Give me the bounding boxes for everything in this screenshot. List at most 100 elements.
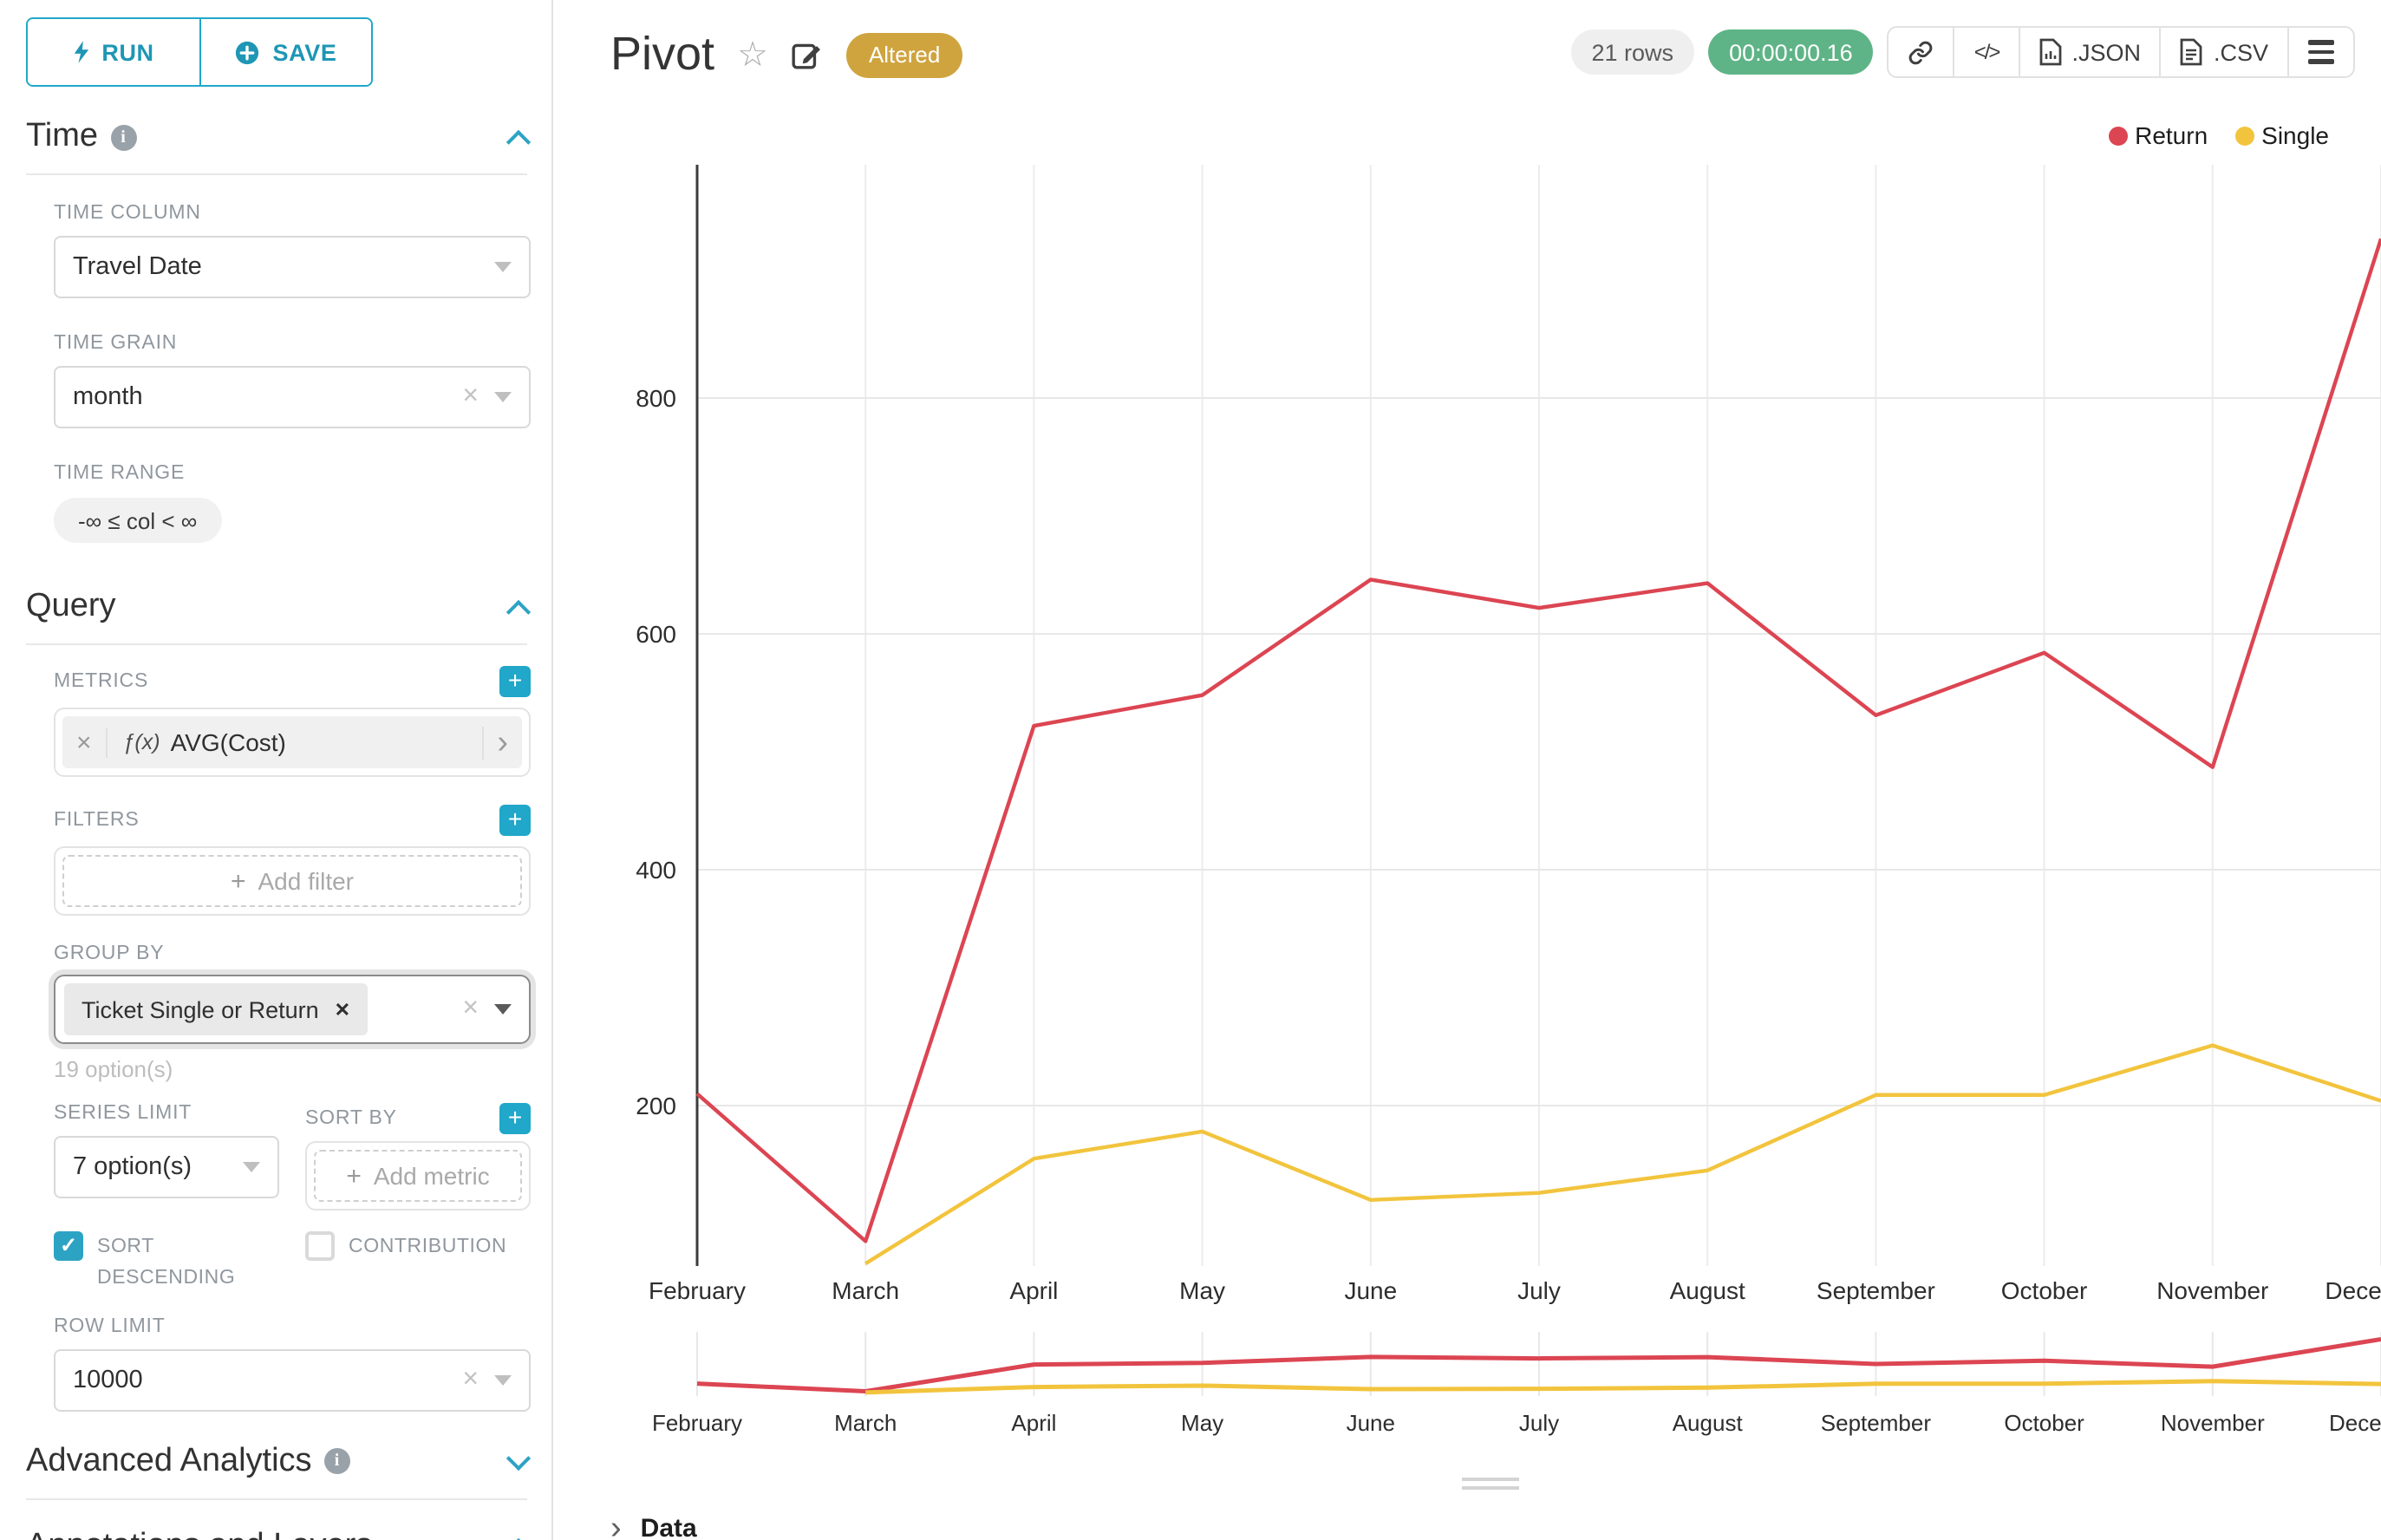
time-grain-value: month [73,383,143,411]
svg-text:April: April [1009,1277,1058,1304]
edit-icon[interactable] [791,38,824,71]
svg-text:October: October [2004,1410,2084,1436]
time-column-select[interactable]: Travel Date [54,236,531,298]
chevron-right-icon[interactable]: › [481,726,508,759]
sort-by-label: SORT BY [305,1108,397,1129]
svg-text:August: August [1670,1277,1745,1304]
add-metric-placeholder: Add metric [373,1162,490,1190]
query-section-header[interactable]: Query [26,581,532,633]
data-panel-toggle[interactable]: › Data [610,1512,697,1540]
result-toolbar: 21 rows 00:00:00.16 </> .JSON [1570,26,2355,78]
advanced-analytics-title: Advanced Analytics [26,1442,312,1479]
menu-icon [2308,40,2334,64]
svg-text:February: February [649,1277,746,1304]
filters-label: FILTERS [54,810,140,831]
add-filter-button[interactable]: + [499,805,531,836]
plus-icon: + [346,1161,362,1191]
remove-icon[interactable]: × [76,728,108,757]
export-json-button[interactable]: .JSON [2018,28,2160,76]
add-sort-metric-dropzone[interactable]: + Add metric [314,1150,522,1202]
control-sidebar: RUN SAVE Time i TIME COLUMN Travel Date … [0,0,553,1540]
svg-text:December: December [2329,1410,2381,1436]
svg-text:May: May [1181,1410,1223,1436]
export-csv-label: .CSV [2213,39,2268,65]
chart-legend: Return Single [2109,121,2329,149]
filters-box: + Add filter [54,846,531,916]
svg-text:March: March [834,1410,897,1436]
add-filter-dropzone[interactable]: + Add filter [62,855,522,907]
series-limit-select[interactable]: 7 option(s) [54,1136,279,1198]
copy-link-button[interactable] [1889,28,1954,76]
export-json-label: .JSON [2071,39,2141,65]
legend-item-single[interactable]: Single [2235,121,2329,149]
chevron-right-icon: › [610,1511,622,1540]
svg-text:October: October [2001,1277,2088,1304]
favorite-star-icon[interactable]: ☆ [737,36,768,74]
svg-text:December: December [2325,1277,2381,1304]
embed-code-button[interactable]: </> [1953,28,2019,76]
advanced-analytics-header[interactable]: Advanced Analytics i [26,1436,532,1488]
annotations-header[interactable]: Annotations and Layers [26,1521,532,1540]
unchecked-checkbox-icon [305,1231,335,1261]
time-section-header[interactable]: Time i [26,111,532,163]
metric-chip[interactable]: × ƒ(x) AVG(Cost) › [62,716,522,768]
svg-text:May: May [1179,1277,1225,1304]
time-range-pill[interactable]: -∞ ≤ col < ∞ [54,498,222,543]
add-metric-button[interactable]: + [499,666,531,697]
chart-title: Pivot [610,28,715,80]
add-sort-metric-button[interactable]: + [499,1103,531,1134]
row-limit-value: 10000 [73,1366,143,1394]
checked-checkbox-icon: ✓ [54,1231,83,1261]
bolt-icon [74,41,88,63]
group-by-chip-label: Ticket Single or Return [82,996,319,1022]
time-range-label: TIME RANGE [54,463,186,484]
contribution-label: CONTRIBUTION [349,1237,507,1257]
svg-text:November: November [2161,1410,2265,1436]
clear-icon[interactable]: × [462,382,479,411]
legend-item-return[interactable]: Return [2109,121,2208,149]
contribution-checkbox[interactable]: CONTRIBUTION [305,1231,531,1295]
export-csv-button[interactable]: .CSV [2159,28,2287,76]
sort-descending-label: SORT DESCENDING [97,1237,236,1289]
chevron-up-icon [506,598,532,624]
svg-text:July: July [1517,1277,1561,1304]
svg-text:March: March [832,1277,899,1304]
svg-text:April: April [1011,1410,1056,1436]
svg-text:June: June [1347,1410,1395,1436]
svg-text:600: 600 [636,621,676,648]
section-divider [26,1498,527,1500]
metrics-label: METRICS [54,671,149,692]
svg-text:February: February [652,1410,742,1436]
time-section-title: Time [26,118,99,154]
section-divider [26,173,527,175]
time-grain-label: TIME GRAIN [54,333,178,354]
group-by-chip[interactable]: Ticket Single or Return ✕ [64,983,369,1035]
single-series-label: Single [2261,121,2329,149]
run-button[interactable]: RUN [28,19,199,85]
sort-descending-checkbox[interactable]: ✓ SORT DESCENDING [54,1231,279,1295]
row-limit-label: ROW LIMIT [54,1315,166,1337]
time-column-value: Travel Date [73,253,202,281]
chevron-down-icon [494,262,512,272]
more-menu-button[interactable] [2287,28,2353,76]
query-section-title: Query [26,588,116,624]
time-grain-select[interactable]: month × [54,366,531,428]
brush-drag-handle[interactable] [1462,1478,1519,1490]
clear-icon[interactable]: × [462,994,479,1023]
altered-badge: Altered [845,32,963,77]
group-by-select[interactable]: Ticket Single or Return ✕ × [54,975,531,1044]
info-icon: i [323,1448,350,1475]
run-save-toolbar: RUN SAVE [26,17,373,87]
save-button[interactable]: SAVE [199,19,371,85]
json-file-icon [2039,38,2061,66]
plus-icon: + [230,866,246,896]
svg-text:November: November [2156,1277,2268,1304]
metrics-box: × ƒ(x) AVG(Cost) › [54,708,531,777]
remove-icon[interactable]: ✕ [334,1000,351,1021]
row-limit-select[interactable]: 10000 × [54,1348,531,1412]
chevron-down-icon [506,1445,532,1471]
metric-value: AVG(Cost) [170,728,286,756]
clear-icon[interactable]: × [462,1364,479,1394]
chevron-up-icon [506,128,532,154]
